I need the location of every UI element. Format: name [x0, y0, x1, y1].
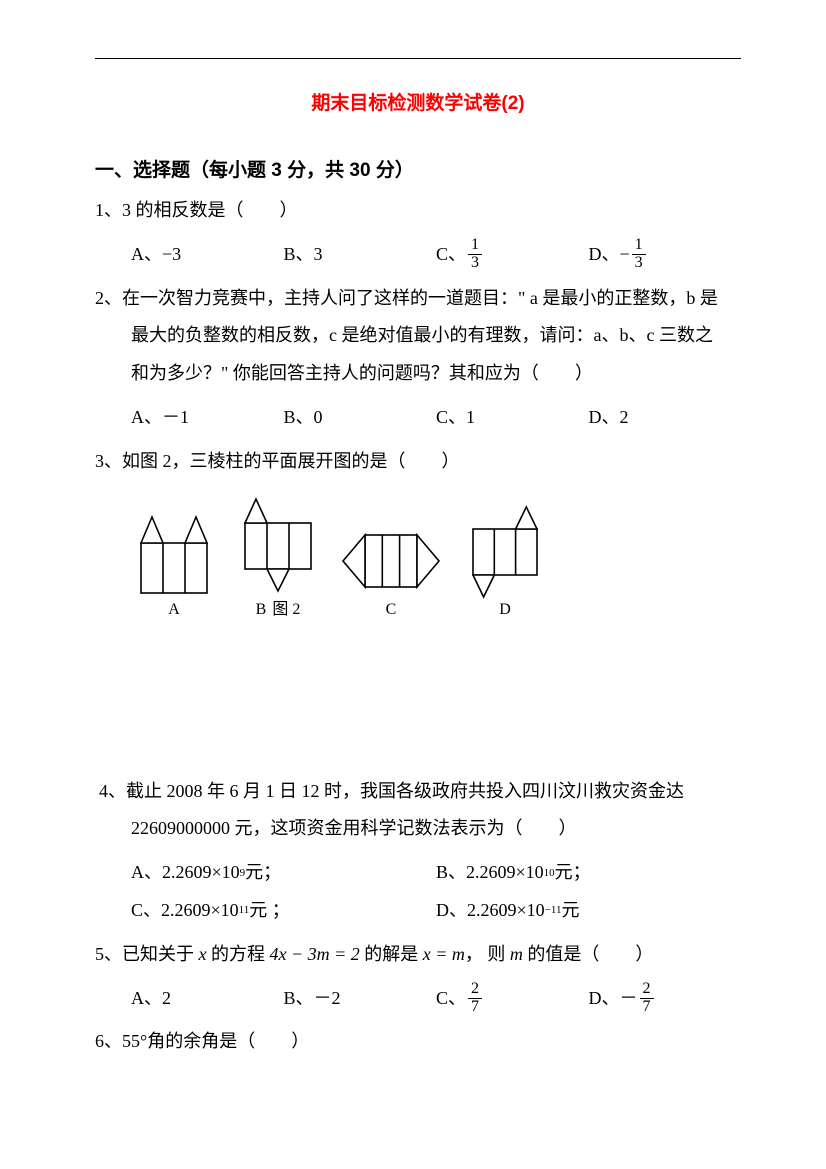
q1-opt-b: B、 3: [284, 236, 437, 274]
diagram-c-label: C: [339, 601, 443, 619]
figure-caption: 图 2: [272, 595, 300, 619]
prism-net-icon: [339, 521, 443, 601]
question-4: 4、截止 2008 年 6 月 1 日 12 时，我国各级政府共投入四川汶川救灾…: [95, 773, 741, 849]
q5-opt-b: B、－2: [284, 980, 437, 1018]
q1-opt-a: A、 −3: [131, 236, 284, 274]
q2-opt-b: B、0: [284, 399, 437, 437]
q4-opt-c: C、 2.2609×1011 元 ；: [131, 892, 436, 930]
q2-options: A、－1 B、0 C、1 D、2: [95, 399, 741, 437]
prism-net-icon: [461, 501, 549, 601]
q2-number: 2、: [95, 288, 122, 308]
prism-net-icon: [131, 509, 217, 601]
section-heading: 一、选择题（每小题 3 分，共 30 分）: [95, 155, 741, 182]
q5-opt-c: C、 2 7: [436, 980, 589, 1018]
q4-line2: 22609000000 元，这项资金用科学记数法表示为（ ）: [95, 810, 741, 848]
q4-number: 4、: [99, 781, 126, 801]
q5-number: 5、: [95, 944, 122, 964]
diagram-b-label: B: [256, 601, 267, 619]
q6-stem: 55°角的余角是（ ）: [122, 1031, 309, 1051]
q1-number: 1、: [95, 200, 122, 220]
question-6: 6、55°角的余角是（ ）: [95, 1023, 741, 1061]
q2-opt-d: D、2: [589, 399, 742, 437]
q2-opt-a: A、－1: [131, 399, 284, 437]
diagram-b: B 图 2: [235, 493, 321, 619]
q1-opt-c: C、 1 3: [436, 236, 589, 274]
q5-opt-d: D、－ 2 7: [589, 980, 742, 1018]
diagram-d-label: D: [461, 601, 549, 619]
q4-options-row2: C、 2.2609×1011 元 ； D、 2.2609×10−11 元: [95, 892, 741, 930]
q1-opt-d: D、 − 1 3: [589, 236, 742, 274]
q4-opt-b: B、 2.2609×1010 元；: [436, 854, 741, 892]
q4-opt-a: A、 2.2609×109 元；: [131, 854, 436, 892]
fraction-icon: 2 7: [640, 981, 654, 1016]
q3-number: 3、: [95, 451, 122, 471]
exam-page: 期末目标检测数学试卷(2) 一、选择题（每小题 3 分，共 30 分） 1、3 …: [0, 0, 826, 1107]
q2-line1: 在一次智力竞赛中，主持人问了这样的一道题目：" a 是最小的正整数，b 是: [122, 288, 718, 308]
spacer: [95, 637, 741, 767]
q3-diagrams: A B 图 2: [95, 493, 741, 619]
q5-options: A、2 B、－2 C、 2 7 D、－ 2 7: [95, 980, 741, 1018]
fraction-icon: 2 7: [468, 981, 482, 1016]
prism-net-icon: [235, 493, 321, 593]
q2-line3: 和为多少？" 你能回答主持人的问题吗？其和应为（ ）: [95, 355, 741, 393]
question-1: 1、3 的相反数是（ ）: [95, 192, 741, 230]
top-rule: [95, 58, 741, 59]
diagram-a-label: A: [131, 601, 217, 619]
exam-title: 期末目标检测数学试卷(2): [95, 88, 741, 115]
q4-options-row1: A、 2.2609×109 元； B、 2.2609×1010 元；: [95, 854, 741, 892]
q6-number: 6、: [95, 1031, 122, 1051]
q2-opt-c: C、1: [436, 399, 589, 437]
q4-line1: 截止 2008 年 6 月 1 日 12 时，我国各级政府共投入四川汶川救灾资金…: [126, 781, 684, 801]
q3-stem: 如图 2，三棱柱的平面展开图的是（ ）: [122, 451, 460, 471]
q2-line2: 最大的负整数的相反数，c 是绝对值最小的有理数，请问：a、b、c 三数之: [95, 317, 741, 355]
question-5: 5、已知关于 x 的方程 4x − 3m = 2 的解是 x = m， 则 m …: [95, 936, 741, 974]
diagram-c: C: [339, 521, 443, 619]
q1-options: A、 −3 B、 3 C、 1 3 D、 − 1 3: [95, 236, 741, 274]
q4-opt-d: D、 2.2609×10−11 元: [436, 892, 741, 930]
diagram-d: D: [461, 501, 549, 619]
q1-stem: 3 的相反数是（ ）: [122, 200, 298, 220]
fraction-icon: 1 3: [632, 237, 646, 272]
q5-opt-a: A、2: [131, 980, 284, 1018]
question-3: 3、如图 2，三棱柱的平面展开图的是（ ）: [95, 443, 741, 481]
question-2: 2、在一次智力竞赛中，主持人问了这样的一道题目：" a 是最小的正整数，b 是 …: [95, 280, 741, 393]
diagram-a: A: [131, 509, 217, 619]
fraction-icon: 1 3: [468, 237, 482, 272]
